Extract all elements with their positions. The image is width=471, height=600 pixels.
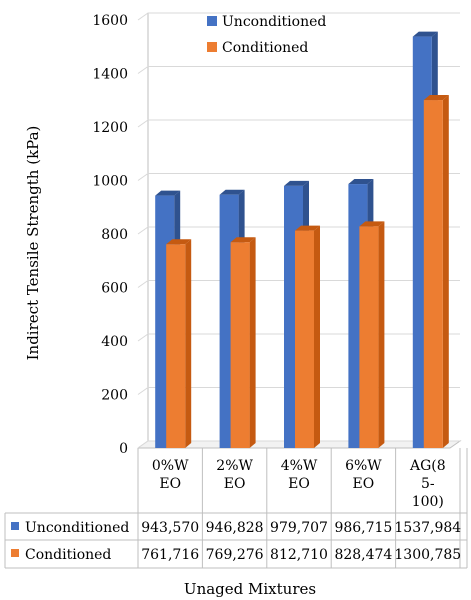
y-tick-label: 200 bbox=[101, 388, 128, 404]
y-axis-title: Indirect Tensile Strength (kPa) bbox=[24, 126, 42, 361]
bar-side bbox=[314, 225, 320, 448]
table-value: 943,570 bbox=[141, 520, 199, 536]
bar bbox=[423, 100, 443, 449]
bar bbox=[295, 230, 314, 448]
bar-conditioned-3 bbox=[359, 221, 385, 448]
bar-top bbox=[230, 237, 256, 243]
table-value: 769,276 bbox=[206, 547, 264, 563]
x-tick-label: 6%W bbox=[345, 458, 382, 474]
bar-top bbox=[412, 31, 438, 37]
table-value: 1300,785 bbox=[394, 547, 461, 563]
y-tick-label: 600 bbox=[101, 281, 128, 297]
x-axis-title: Unaged Mixtures bbox=[184, 580, 316, 598]
legend-key bbox=[207, 42, 217, 52]
bar-conditioned-0 bbox=[166, 239, 192, 448]
table-series-label: Unconditioned bbox=[25, 520, 129, 536]
gridline bbox=[137, 12, 460, 21]
x-tick-label: 2%W bbox=[216, 458, 253, 474]
table-value: 986,715 bbox=[334, 520, 392, 536]
bar-conditioned-4 bbox=[423, 95, 449, 449]
table-value: 946,828 bbox=[206, 520, 264, 536]
bar-top bbox=[166, 239, 192, 245]
y-axis: 0 200 400 600 800 1000 1200 1400 1600 bbox=[92, 13, 128, 457]
table-legend-key bbox=[11, 549, 19, 557]
bar-top bbox=[295, 225, 320, 231]
gridline bbox=[137, 119, 460, 128]
x-tick-label: EO bbox=[288, 476, 310, 492]
legend: Unconditioned Conditioned bbox=[207, 14, 326, 56]
bar-conditioned-1 bbox=[230, 237, 256, 448]
y-tick-label: 1200 bbox=[92, 120, 128, 136]
bar bbox=[230, 242, 250, 448]
legend-label: Conditioned bbox=[222, 40, 308, 56]
gridline bbox=[137, 173, 460, 181]
y-tick-label: 1000 bbox=[92, 174, 128, 190]
legend-key bbox=[207, 16, 217, 26]
x-tick-label: 0%W bbox=[152, 458, 189, 474]
table-value: 812,710 bbox=[270, 547, 328, 563]
table-legend-key bbox=[11, 522, 19, 530]
bars bbox=[155, 31, 449, 449]
bar-top bbox=[348, 179, 374, 185]
bar-side bbox=[442, 95, 449, 449]
x-tick-label: EO bbox=[224, 476, 246, 492]
y-tick-label: 400 bbox=[101, 334, 128, 350]
table-value: 979,707 bbox=[270, 520, 328, 536]
x-tick-label: 5- bbox=[421, 476, 435, 492]
x-tick-label: EO bbox=[159, 476, 181, 492]
y-tick-label: 800 bbox=[101, 227, 128, 243]
data-table: 0%W EO 2%W EO 4%W EO 6%W EO AG(8 5- 100) Unconditio… bbox=[4, 448, 468, 569]
bar-side bbox=[185, 239, 192, 448]
y-tick-label: 1400 bbox=[92, 67, 128, 83]
y-tick-label: 1600 bbox=[92, 13, 128, 29]
bar bbox=[166, 244, 186, 448]
table-value: 761,716 bbox=[141, 547, 199, 563]
bar-side bbox=[378, 221, 385, 448]
bar-top bbox=[284, 180, 309, 186]
legend-label: Unconditioned bbox=[222, 14, 326, 30]
x-tick-label: 100) bbox=[412, 494, 444, 510]
table-value: 1537,984 bbox=[394, 520, 461, 536]
table-value: 828,474 bbox=[334, 547, 392, 563]
bar-top bbox=[359, 221, 385, 227]
bar-top bbox=[219, 189, 245, 195]
bar-side bbox=[249, 237, 256, 448]
x-tick-label: EO bbox=[353, 476, 375, 492]
table-series-label: Conditioned bbox=[25, 547, 111, 563]
y-tick-label: 0 bbox=[119, 441, 128, 457]
bar-top bbox=[423, 95, 449, 101]
bar-top bbox=[155, 190, 181, 196]
gridline bbox=[137, 66, 460, 74]
bar-conditioned-2 bbox=[295, 225, 320, 448]
x-tick-label: AG(8 bbox=[409, 458, 446, 474]
bar bbox=[359, 226, 379, 448]
x-tick-label: 4%W bbox=[281, 458, 318, 474]
